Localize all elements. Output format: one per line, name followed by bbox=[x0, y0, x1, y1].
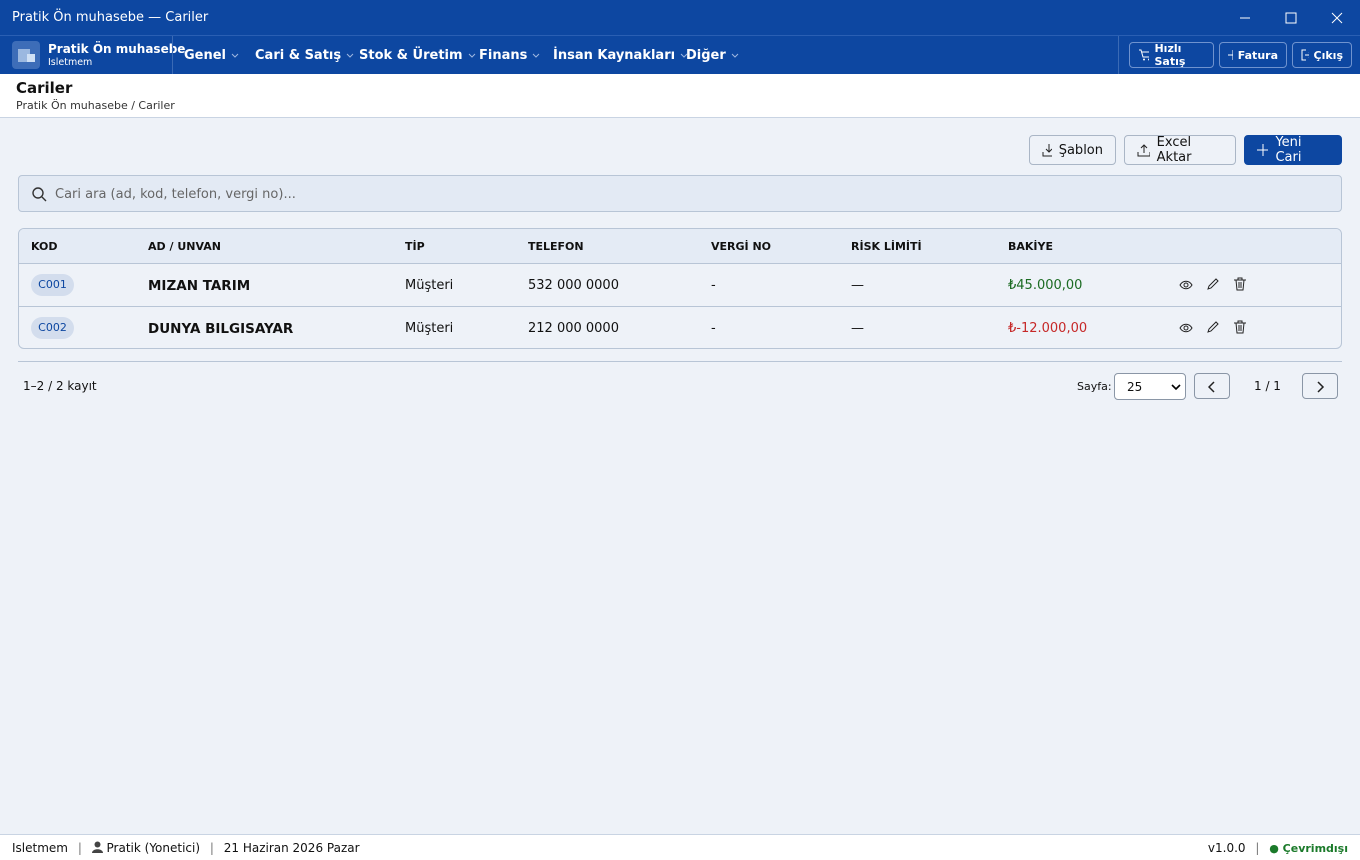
delete-button[interactable] bbox=[1233, 277, 1247, 291]
quick-sale-button[interactable]: Hızlı Satış bbox=[1129, 42, 1214, 68]
table-header: KOD AD / UNVAN TİP TELEFON VERGİ NO RİSK… bbox=[19, 229, 1341, 263]
column-header: TELEFON bbox=[528, 240, 584, 253]
title-bar: Pratik Ön muhasebe — Cariler bbox=[0, 0, 1360, 35]
app-name: Pratik Ön muhasebe bbox=[48, 42, 186, 56]
menu-item[interactable]: Genel bbox=[184, 48, 239, 63]
table-cell: — bbox=[851, 278, 864, 293]
delete-button[interactable] bbox=[1233, 320, 1247, 334]
page-header: Cariler Pratik Ön muhasebe / Cariler bbox=[0, 74, 1360, 118]
table-cell: - bbox=[711, 321, 716, 336]
table-cell: - bbox=[711, 278, 716, 293]
page-indicator: 1 / 1 bbox=[1254, 379, 1281, 393]
status-user: Pratik (Yonetici) bbox=[106, 841, 201, 855]
table-cell: 212 000 0000 bbox=[528, 321, 619, 336]
invoice-button[interactable]: Fatura bbox=[1219, 42, 1287, 68]
table-cell: ₺-12.000,00 bbox=[1008, 321, 1088, 336]
table-cell: MIZAN TARIM bbox=[148, 278, 251, 294]
menu-item[interactable]: Cari & Satış bbox=[255, 48, 354, 63]
status-company: Isletmem bbox=[12, 841, 68, 855]
table-cell: DUNYA BILGISAYAR bbox=[148, 321, 294, 337]
page-title: Cariler bbox=[16, 79, 73, 97]
column-header: AD / UNVAN bbox=[148, 240, 221, 253]
next-page-button[interactable] bbox=[1302, 373, 1338, 399]
excel-export-button[interactable]: Excel Aktar bbox=[1124, 135, 1236, 165]
status-connection: ● Çevrimdışı bbox=[1269, 842, 1348, 855]
edit-button[interactable] bbox=[1206, 320, 1220, 334]
prev-page-button[interactable] bbox=[1194, 373, 1230, 399]
column-header: KOD bbox=[31, 240, 58, 253]
app-logo bbox=[12, 41, 40, 69]
menu-item[interactable]: Finans bbox=[479, 48, 540, 63]
table-cell: — bbox=[851, 321, 864, 336]
view-button[interactable] bbox=[1179, 278, 1193, 292]
column-header: VERGİ NO bbox=[711, 240, 772, 253]
account-code: C002 bbox=[31, 317, 74, 339]
page-size-label: Sayfa: bbox=[1077, 380, 1112, 393]
accounts-table: KOD AD / UNVAN TİP TELEFON VERGİ NO RİSK… bbox=[18, 228, 1342, 349]
search-placeholder: Cari ara (ad, kod, telefon, vergi no)... bbox=[55, 187, 296, 202]
column-header: RİSK LİMİTİ bbox=[851, 240, 922, 253]
close-button[interactable] bbox=[1331, 12, 1343, 24]
table-cell: Müşteri bbox=[405, 278, 454, 293]
table-cell: Müşteri bbox=[405, 321, 454, 336]
table-row[interactable]: C001 MIZAN TARIM Müşteri 532 000 0000 - — ₺45.… bbox=[19, 263, 1341, 306]
menu-item[interactable]: Diğer bbox=[686, 48, 739, 63]
status-version: v1.0.0 bbox=[1207, 841, 1246, 855]
maximize-button[interactable] bbox=[1285, 12, 1297, 24]
column-header: TİP bbox=[405, 240, 425, 253]
menu-item[interactable]: Stok & Üretim bbox=[359, 48, 476, 63]
new-account-button[interactable]: Yeni Cari bbox=[1244, 135, 1342, 165]
breadcrumb[interactable]: Pratik Ön muhasebe / Cariler bbox=[16, 99, 175, 112]
nav-bar: Pratik Ön muhasebe Isletmem Genel Cari &… bbox=[0, 35, 1360, 74]
menu-item[interactable]: İnsan Kaynakları bbox=[553, 48, 688, 63]
table-row[interactable]: C002 DUNYA BILGISAYAR Müşteri 212 000 0000 -… bbox=[19, 306, 1341, 348]
status-date: 21 Haziran 2026 Pazar bbox=[223, 841, 360, 855]
column-header: BAKİYE bbox=[1008, 240, 1053, 253]
table-cell: 532 000 0000 bbox=[528, 278, 619, 293]
status-bar: Isletmem | Pratik (Yonetici) | 21 Hazira… bbox=[0, 834, 1360, 860]
logout-button[interactable]: Çıkış bbox=[1292, 42, 1352, 68]
minimize-button[interactable] bbox=[1239, 12, 1251, 24]
account-code: C001 bbox=[31, 274, 74, 296]
app-company: Isletmem bbox=[48, 57, 93, 68]
record-summary: 1–2 / 2 kayıt bbox=[23, 379, 97, 393]
view-button[interactable] bbox=[1179, 321, 1193, 335]
search-input[interactable]: Cari ara (ad, kod, telefon, vergi no)... bbox=[18, 175, 1342, 212]
edit-button[interactable] bbox=[1206, 277, 1220, 291]
window-title: Pratik Ön muhasebe — Cariler bbox=[12, 10, 209, 25]
table-cell: ₺45.000,00 bbox=[1008, 278, 1083, 293]
template-button[interactable]: Şablon bbox=[1029, 135, 1116, 165]
page-size-select[interactable]: 25 bbox=[1114, 373, 1186, 400]
